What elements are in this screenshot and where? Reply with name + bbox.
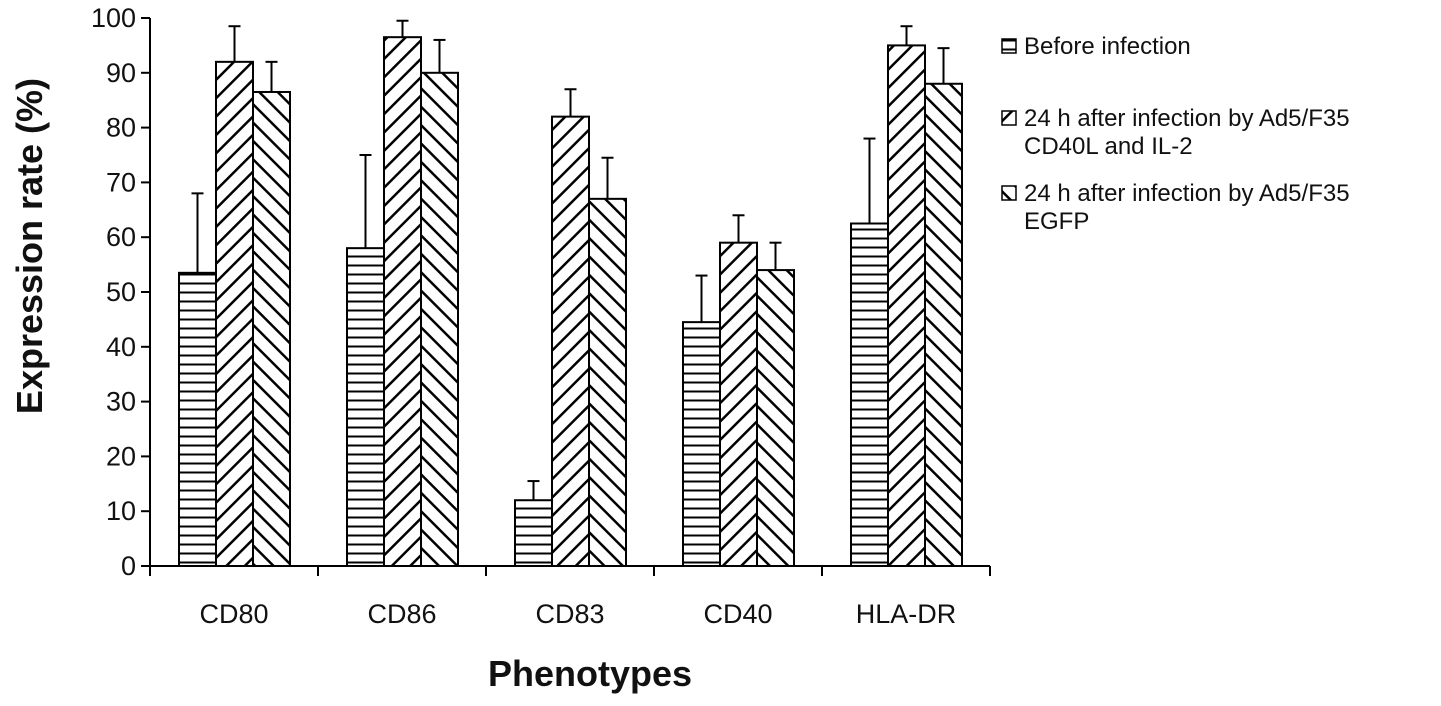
x-category-label: CD83 <box>535 599 604 629</box>
y-tick-label: 90 <box>106 58 136 88</box>
error-bar <box>863 137 876 224</box>
error-bar <box>228 25 241 62</box>
y-tick-label: 0 <box>121 551 136 581</box>
y-tick-label: 50 <box>106 277 136 307</box>
bar <box>887 44 926 567</box>
bar <box>420 71 459 568</box>
bar <box>719 241 758 567</box>
legend-swatch <box>1001 38 1017 54</box>
error-bar <box>191 192 204 273</box>
y-tick-label: 80 <box>106 113 136 143</box>
error-bar <box>527 480 540 501</box>
bar <box>215 60 254 568</box>
bar <box>346 247 385 567</box>
error-bar <box>732 214 745 243</box>
error-bar <box>695 274 708 323</box>
error-bar <box>359 154 372 249</box>
bar <box>756 269 795 567</box>
legend-label: Before infection <box>1024 33 1191 60</box>
x-category-label: CD40 <box>703 599 772 629</box>
error-bar <box>396 19 409 38</box>
bar <box>924 82 963 567</box>
error-bar <box>937 47 950 84</box>
legend-label: EGFP <box>1024 208 1089 235</box>
error-bar <box>564 88 577 117</box>
legend-swatch <box>1001 185 1017 201</box>
bar <box>383 36 422 568</box>
x-category-label: CD80 <box>199 599 268 629</box>
y-tick-label: 10 <box>106 496 136 526</box>
legend-label: CD40L and IL-2 <box>1024 133 1193 160</box>
y-tick-label: 40 <box>106 332 136 362</box>
error-bar <box>433 38 446 73</box>
y-axis-ticks: 0 10 20 30 40 50 60 70 80 90 100 <box>91 3 150 581</box>
error-bars-layer <box>191 19 950 501</box>
bar <box>514 499 553 567</box>
error-bar <box>601 156 614 199</box>
error-bar <box>265 60 278 92</box>
legend-label: 24 h after infection by Ad5/F35 <box>1024 105 1350 132</box>
x-axis-ticks: CD80 CD86 CD83 CD40 HLA-DR <box>149 566 991 629</box>
x-category-label: CD86 <box>367 599 436 629</box>
legend: Before infection 24 h after infection by … <box>1001 33 1350 235</box>
error-bar <box>769 241 782 271</box>
legend-item: Before infection <box>1001 33 1191 60</box>
legend-label: 24 h after infection by Ad5/F35 <box>1024 180 1350 207</box>
bar <box>850 222 889 567</box>
bar <box>252 90 291 567</box>
y-tick-label: 100 <box>91 3 136 33</box>
x-axis-title: Phenotypes <box>488 653 692 694</box>
legend-swatch <box>1001 110 1017 126</box>
error-bar <box>900 25 913 46</box>
x-category-label: HLA-DR <box>856 599 957 629</box>
y-tick-label: 30 <box>106 387 136 417</box>
bar <box>178 271 217 567</box>
bar <box>551 115 590 567</box>
y-tick-label: 20 <box>106 441 136 471</box>
bar <box>682 321 721 568</box>
bar <box>588 197 627 567</box>
y-tick-label: 60 <box>106 222 136 252</box>
y-axis-title: Expression rate (%) <box>9 78 50 414</box>
y-tick-label: 70 <box>106 167 136 197</box>
